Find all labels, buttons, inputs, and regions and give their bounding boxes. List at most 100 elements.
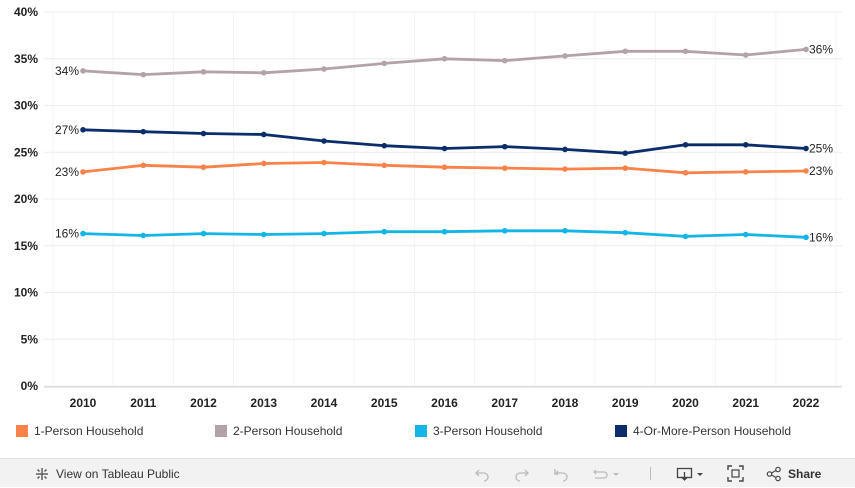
series-1-person-household: 23% 23% bbox=[55, 159, 833, 179]
series-group: 34% 36% 27% 25% 23% 23% 16% 16% bbox=[55, 42, 833, 244]
fullscreen-icon bbox=[727, 465, 744, 482]
data-point bbox=[200, 164, 207, 171]
data-point bbox=[200, 230, 207, 237]
legend-label: 2-Person Household bbox=[233, 424, 343, 438]
legend-swatch bbox=[16, 425, 28, 437]
x-tick-label: 2019 bbox=[612, 396, 639, 410]
x-tick-label: 2022 bbox=[793, 396, 820, 410]
redo-button[interactable] bbox=[514, 459, 530, 488]
data-point bbox=[501, 57, 508, 64]
data-point bbox=[803, 168, 809, 174]
refresh-icon bbox=[591, 466, 621, 482]
toolbar-divider bbox=[650, 467, 651, 480]
legend-item-4-or-more-person[interactable]: 4-Or-More-Person Household bbox=[615, 424, 791, 438]
data-point bbox=[803, 145, 809, 152]
data-point bbox=[622, 229, 629, 236]
view-on-tableau-public-label: View on Tableau Public bbox=[56, 466, 180, 481]
x-tick-label: 2013 bbox=[250, 396, 277, 410]
refresh-button[interactable] bbox=[591, 459, 621, 488]
start-label: 16% bbox=[55, 227, 79, 241]
x-tick-label: 2012 bbox=[190, 396, 217, 410]
x-tick-label: 2015 bbox=[371, 396, 398, 410]
legend-item-1-person[interactable]: 1-Person Household bbox=[16, 424, 143, 438]
fullscreen-button[interactable] bbox=[727, 459, 744, 488]
start-label: 27% bbox=[55, 123, 79, 137]
data-point bbox=[742, 231, 749, 238]
data-point bbox=[381, 228, 388, 235]
end-label: 25% bbox=[809, 142, 833, 156]
data-point bbox=[742, 52, 749, 58]
y-tick-label: 10% bbox=[14, 286, 38, 300]
y-tick-label: 0% bbox=[21, 379, 39, 393]
download-button[interactable] bbox=[676, 459, 706, 488]
y-axis: 0% 5% 10% 15% 20% 25% 30% 35% 40% bbox=[14, 5, 38, 393]
data-point bbox=[682, 48, 689, 55]
legend-label: 4-Or-More-Person Household bbox=[633, 424, 792, 438]
series-4-or-more-person-household: 27% 25% bbox=[55, 123, 833, 156]
end-label: 23% bbox=[809, 164, 833, 178]
share-button[interactable]: Share bbox=[766, 459, 821, 488]
data-point bbox=[140, 71, 147, 78]
undo-button[interactable] bbox=[474, 459, 490, 488]
x-tick-label: 2017 bbox=[491, 396, 518, 410]
data-point bbox=[80, 230, 86, 237]
data-point bbox=[80, 68, 86, 74]
y-tick-label: 15% bbox=[14, 239, 38, 253]
series-2-person-household: 34% 36% bbox=[55, 42, 833, 78]
data-point bbox=[260, 231, 267, 238]
data-point bbox=[742, 169, 749, 175]
data-point bbox=[260, 69, 267, 76]
data-point bbox=[260, 160, 267, 167]
end-label: 36% bbox=[809, 42, 833, 56]
data-point bbox=[562, 53, 568, 59]
revert-button[interactable] bbox=[553, 459, 569, 488]
series-line bbox=[82, 48, 807, 76]
y-tick-label: 35% bbox=[14, 52, 38, 66]
data-point bbox=[381, 60, 388, 67]
x-axis: 2010 2011 2012 2013 2014 2015 2016 2017 2018 2019… bbox=[44, 386, 842, 410]
data-point bbox=[381, 142, 388, 149]
revert-icon bbox=[553, 466, 569, 482]
data-point bbox=[501, 227, 508, 234]
y-tick-label: 25% bbox=[14, 145, 38, 159]
x-tick-label: 2010 bbox=[70, 396, 97, 410]
x-tick-label: 2020 bbox=[672, 396, 699, 410]
view-on-tableau-public-link[interactable]: View on Tableau Public bbox=[34, 459, 180, 488]
data-point bbox=[803, 46, 809, 53]
x-tick-label: 2011 bbox=[130, 396, 156, 410]
y-tick-label: 40% bbox=[14, 5, 38, 19]
download-icon bbox=[676, 466, 706, 482]
data-point bbox=[200, 69, 207, 75]
legend-item-3-person[interactable]: 3-Person Household bbox=[415, 424, 542, 438]
data-point bbox=[381, 162, 388, 169]
legend-swatch bbox=[215, 425, 227, 437]
data-point bbox=[622, 165, 629, 171]
data-point bbox=[562, 166, 568, 172]
data-point bbox=[742, 141, 749, 148]
data-point bbox=[441, 55, 448, 62]
tableau-logo-icon bbox=[34, 466, 50, 482]
data-point bbox=[260, 131, 267, 138]
legend-label: 3-Person Household bbox=[433, 424, 543, 438]
data-point bbox=[80, 127, 86, 133]
data-point bbox=[140, 232, 147, 239]
data-point bbox=[682, 170, 689, 176]
legend-item-2-person[interactable]: 2-Person Household bbox=[215, 424, 342, 438]
data-point bbox=[140, 162, 147, 169]
data-point bbox=[441, 145, 448, 152]
legend-label: 1-Person Household bbox=[34, 424, 144, 438]
data-point bbox=[321, 138, 327, 144]
data-point bbox=[441, 164, 448, 171]
data-point bbox=[441, 228, 448, 235]
grid-lines bbox=[44, 11, 842, 387]
data-point bbox=[682, 141, 689, 148]
legend: 1-Person Household 2-Person Household 3-… bbox=[0, 424, 855, 444]
legend-swatch bbox=[415, 425, 427, 437]
data-point bbox=[501, 165, 508, 171]
data-point bbox=[321, 66, 327, 72]
x-tick-label: 2018 bbox=[552, 396, 579, 410]
data-point bbox=[562, 146, 568, 153]
y-tick-label: 30% bbox=[14, 99, 38, 113]
data-point bbox=[803, 234, 809, 241]
data-point bbox=[80, 169, 86, 175]
